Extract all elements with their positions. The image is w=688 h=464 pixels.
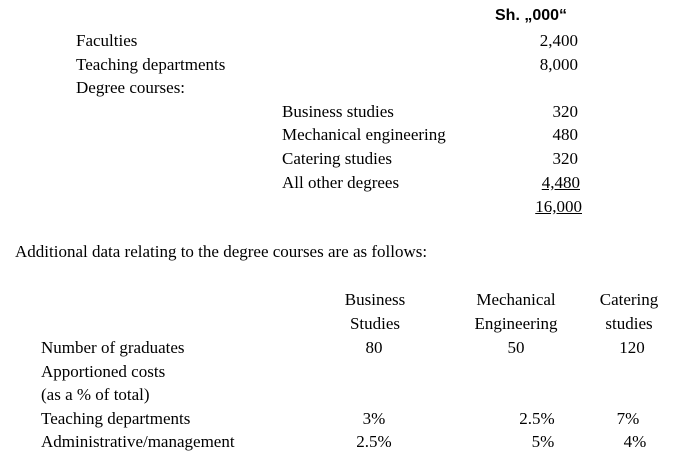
cell: 50: [507, 338, 525, 357]
column-header: Mechanical: [476, 290, 556, 309]
column-header: Engineering: [474, 314, 558, 333]
row-value: 8,000: [539, 55, 578, 74]
section-heading: Degree courses:: [76, 78, 186, 97]
column-header: Studies: [349, 314, 401, 333]
cell: 2.5%: [519, 409, 555, 428]
column-header: Catering: [599, 290, 659, 309]
row-label: Faculties: [76, 31, 138, 50]
row-label: All other degrees: [282, 173, 400, 192]
row-value: 480: [552, 125, 579, 144]
row-label: Business studies: [282, 102, 394, 121]
cell: 4%: [623, 432, 647, 451]
column-header: studies: [605, 314, 653, 333]
row-label: Teaching departments: [76, 55, 226, 74]
row-value: 320: [552, 149, 579, 168]
row-label: Mechanical engineering: [282, 125, 446, 144]
row-label: (as a % of total): [41, 385, 150, 404]
row-label: Administrative/management: [41, 432, 235, 451]
row-value: 4,480: [541, 173, 580, 192]
cell: 3%: [362, 409, 386, 428]
note: Additional data relating to the degree c…: [15, 242, 428, 261]
unit-header: Sh. „000“: [495, 7, 568, 24]
total-value: 16,000: [535, 197, 582, 216]
cell: 2.5%: [356, 432, 392, 451]
cell: 5%: [531, 432, 555, 451]
cell: 120: [619, 338, 645, 357]
row-value: 2,400: [539, 31, 578, 50]
row-label: Catering studies: [282, 149, 393, 168]
cell: 7%: [616, 409, 640, 428]
column-header: Business: [344, 290, 406, 309]
row-value: 320: [552, 102, 579, 121]
cell: 80: [365, 338, 383, 357]
row-label: Number of graduates: [41, 338, 185, 357]
row-label: Teaching departments: [41, 409, 191, 428]
row-label: Apportioned costs: [41, 362, 166, 381]
